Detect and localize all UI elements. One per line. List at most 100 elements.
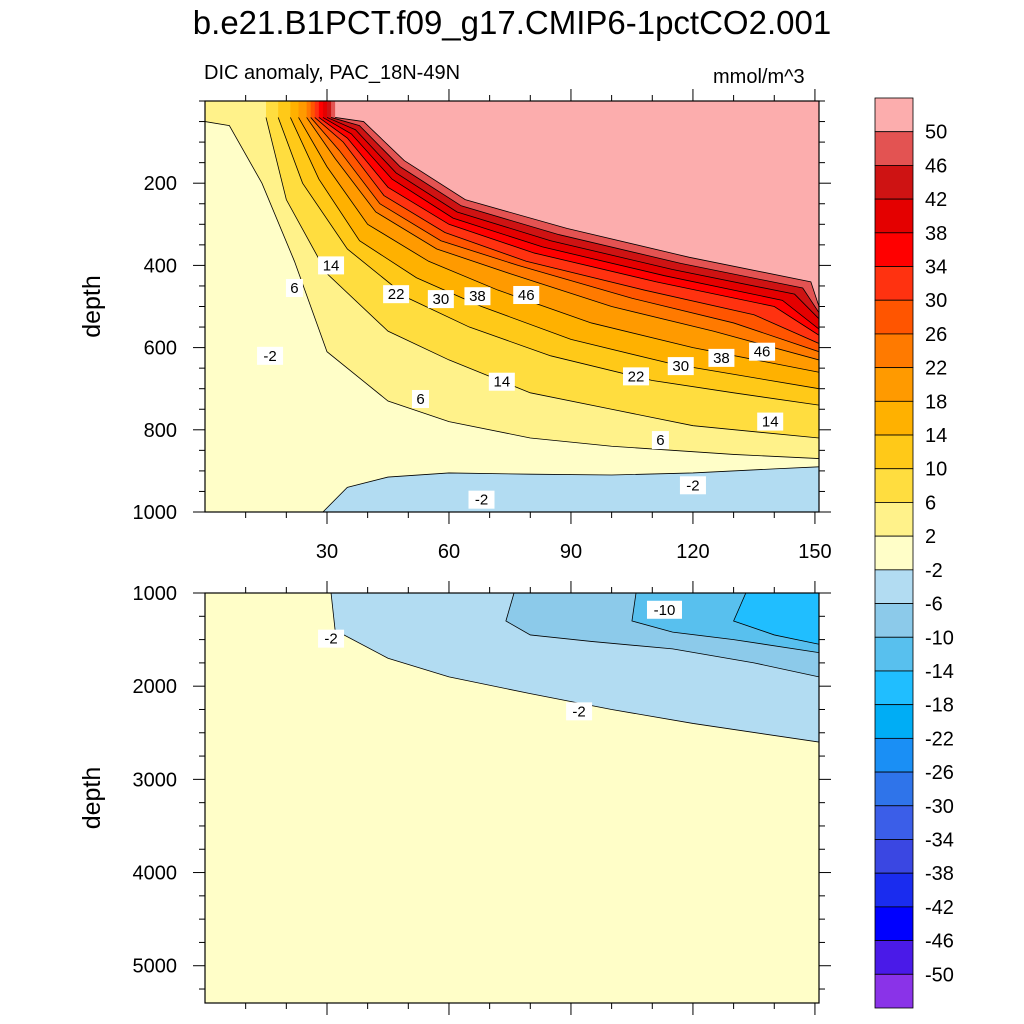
y-tick-label: 800 <box>144 420 177 442</box>
x-tick-label: 150 <box>798 541 831 563</box>
contour-label-box <box>651 431 669 450</box>
contour-label-box <box>468 490 495 509</box>
colorbar-swatch <box>874 333 914 369</box>
upper-panel-fills <box>205 101 819 512</box>
x-tick-label: 30 <box>316 541 338 563</box>
units-label: mmol/m^3 <box>713 66 805 88</box>
colorbar-swatch <box>874 906 914 941</box>
contour-label: 6 <box>285 279 303 298</box>
colorbar-label: 50 <box>925 122 947 144</box>
lower-isoline--14 <box>733 593 819 645</box>
contour-label: -2 <box>468 490 495 509</box>
upper-isoline-18 <box>298 117 819 373</box>
colorbar-swatch <box>874 400 914 436</box>
contour-label-box <box>488 372 515 391</box>
colorbar-swatch <box>874 737 914 773</box>
contour-label-text: 46 <box>518 287 535 304</box>
contour-label: 38 <box>464 287 491 306</box>
colorbar-swatch <box>874 569 914 604</box>
x-tick-label: 60 <box>438 541 460 563</box>
y-tick-label: 4000 <box>133 863 178 885</box>
colorbar-swatch <box>874 872 914 908</box>
colorbar-swatch <box>874 468 914 503</box>
lower-frame <box>204 592 820 1004</box>
contour-label-box <box>667 357 694 376</box>
contour-label-text: 30 <box>432 291 449 308</box>
y-tick-label: 400 <box>144 255 177 277</box>
upper-isoline-6 <box>265 117 819 439</box>
colorbar-swatch <box>874 973 914 1009</box>
figure-title: b.e21.B1PCT.f09_g17.CMIP6-1pctCO2.001 <box>192 4 832 41</box>
colorbar-label: -50 <box>925 964 954 986</box>
contour-label: 14 <box>757 412 784 431</box>
upper-isoline-38 <box>322 117 819 330</box>
colorbar-label: 46 <box>925 155 947 177</box>
lower-panel-fills <box>205 593 819 1003</box>
upper-isoline-50 <box>335 117 819 307</box>
contour-label: 46 <box>749 342 776 361</box>
colorbar-swatch <box>874 299 914 335</box>
upper-isoline-34 <box>318 117 819 336</box>
contour-label-box <box>318 629 345 648</box>
contour-label: -2 <box>318 629 345 648</box>
contour-label-box <box>513 285 540 304</box>
y-tick-label: 2000 <box>133 676 178 698</box>
contour-line-labels: 14 6 22 30 38 46 -2 46 38 30 22 14 6 14 6 -2 -2 -2 -10 -2 <box>257 256 784 721</box>
colorbar-label: -14 <box>925 661 954 683</box>
contour-label-box <box>383 285 410 304</box>
contour-label: -2 <box>257 346 284 365</box>
contour-label: -2 <box>566 702 593 721</box>
contour-label-text: -2 <box>572 703 585 720</box>
colorbar-label: -10 <box>925 627 954 649</box>
lower-band--14 <box>733 593 819 645</box>
colorbar-label: 30 <box>925 290 947 312</box>
colorbar-label: -42 <box>925 897 954 919</box>
contour-label: 6 <box>651 431 669 450</box>
y-tick-label: 1000 <box>133 502 178 524</box>
upper-isoline-26 <box>310 117 819 353</box>
colorbar-swatch <box>874 805 914 840</box>
contour-label-box <box>566 702 593 721</box>
contour-label-box <box>708 348 735 367</box>
y-axis-label: depth <box>78 275 106 338</box>
contour-label: 30 <box>667 357 694 376</box>
contour-label: -10 <box>646 600 682 619</box>
contour-label-text: -10 <box>654 602 676 619</box>
contour-label-box <box>464 287 491 306</box>
contour-label-text: 30 <box>672 358 689 375</box>
contour-label-text: 6 <box>656 432 664 449</box>
colorbar-swatch <box>874 198 914 234</box>
colorbar-label: -38 <box>925 863 954 885</box>
upper-band-50 <box>335 101 819 307</box>
contour-label-text: 6 <box>416 391 424 408</box>
contour-label-box <box>427 290 454 309</box>
y-axis-label: depth <box>78 767 106 830</box>
lower-panel-axes: 1000 2000 3000 4000 5000 depth <box>78 581 831 1015</box>
colorbar-swatch <box>874 771 914 807</box>
colorbar-swatch <box>874 434 914 470</box>
upper-isoline-30 <box>314 117 819 344</box>
colorbar-label: -22 <box>925 728 954 750</box>
contour-label: -2 <box>679 476 706 495</box>
upper-isoline-46 <box>330 117 819 313</box>
y-tick-label: 5000 <box>133 956 178 978</box>
upper-panel-axes: 30 60 90 120 150 200 400 600 800 1000 depth <box>78 89 832 563</box>
colorbar-swatch <box>874 603 914 638</box>
colorbar-label: -46 <box>925 931 954 953</box>
colorbar-swatch <box>874 131 914 166</box>
colorbar-swatch <box>874 670 914 706</box>
colorbar-label: -2 <box>925 560 943 582</box>
colorbar-swatch <box>874 704 914 739</box>
colorbar-swatch <box>874 839 914 874</box>
contour-label-box <box>646 600 682 619</box>
x-tick-label: 90 <box>560 541 582 563</box>
y-tick-label: 200 <box>144 173 177 195</box>
contour-label-text: 38 <box>713 350 730 367</box>
contour-label: 22 <box>383 285 410 304</box>
contour-label-text: 14 <box>323 257 340 274</box>
colorbar-swatch <box>874 367 914 402</box>
contour-label-text: 46 <box>754 344 771 361</box>
colorbar-label: 42 <box>925 189 947 211</box>
contour-label-text: 14 <box>493 374 510 391</box>
